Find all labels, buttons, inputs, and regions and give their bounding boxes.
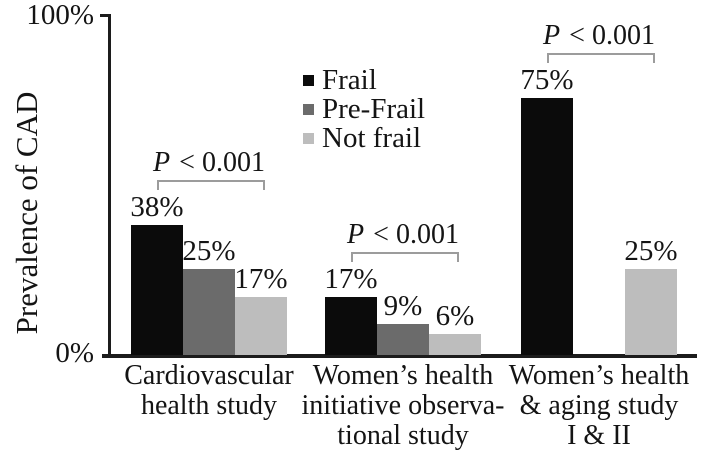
legend-item-not-frail: Not frail: [303, 124, 425, 153]
bar-value-label: 25%: [182, 235, 236, 267]
bar-value-label: 9%: [383, 290, 423, 322]
p-value-label-group2: P < 0.001: [347, 219, 459, 250]
significance-bracket-group1: [157, 180, 265, 190]
x-category-label-group3: Women’s health & aging study I & II: [508, 360, 690, 451]
legend-item-frail: Frail: [303, 66, 425, 95]
bar-frail-group2: [325, 297, 377, 355]
bar-value-label: 25%: [624, 235, 678, 267]
x-category-label-group2: Women’s health initiative observa-tional …: [301, 360, 505, 451]
legend-label-frail: Frail: [322, 64, 377, 96]
legend-item-pre-frail: Pre-Frail: [303, 95, 425, 124]
legend-label-pre-frail: Pre-Frail: [322, 93, 426, 125]
bar-value-label: 75%: [520, 64, 574, 96]
significance-bracket-group2: [351, 252, 459, 262]
bar-value-label: 17%: [234, 263, 288, 295]
legend: Frail Pre-Frail Not frail: [303, 66, 425, 153]
bar-pre-frail-group1: [183, 269, 235, 355]
legend-swatch-pre-frail-icon: [303, 104, 314, 115]
significance-bracket-group3: [547, 53, 655, 63]
x-category-label-group1: Cardiovascular health study: [124, 360, 294, 421]
y-tick-mark-100: [100, 14, 108, 17]
bar-frail-group3: [521, 98, 573, 355]
y-tick-label-100: 100%: [26, 0, 94, 31]
legend-swatch-not-frail-icon: [303, 133, 314, 144]
x-axis-line: [102, 354, 697, 358]
bar-not-frail-group2: [429, 334, 481, 355]
p-value-label-group1: P < 0.001: [153, 147, 265, 178]
y-tick-label-0: 0%: [55, 337, 94, 369]
bar-pre-frail-group2: [377, 324, 429, 355]
bar-not-frail-group3: [625, 269, 677, 355]
legend-swatch-frail-icon: [303, 75, 314, 86]
bar-not-frail-group1: [235, 297, 287, 355]
y-axis-title: Prevalence of CAD: [9, 91, 44, 335]
p-value-label-group3: P < 0.001: [543, 20, 655, 51]
legend-label-not-frail: Not frail: [322, 122, 422, 154]
y-axis-line: [108, 14, 111, 356]
bar-frail-group1: [131, 225, 183, 355]
bar-value-label: 6%: [435, 300, 475, 332]
bar-value-label: 38%: [130, 191, 184, 223]
bar-value-label: 17%: [324, 263, 378, 295]
